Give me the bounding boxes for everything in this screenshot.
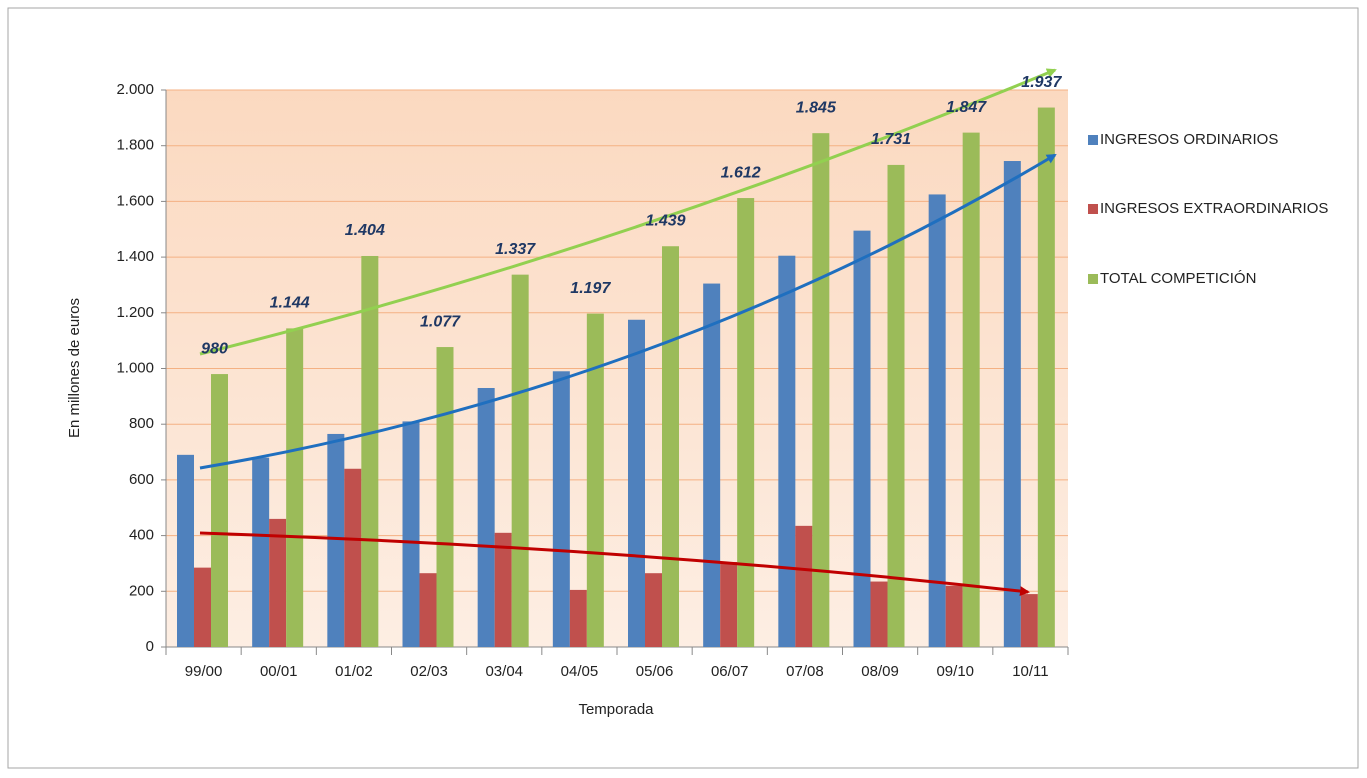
y-tick-label: 1.400 xyxy=(116,248,154,265)
bar xyxy=(511,274,529,647)
data-label: 1.847 xyxy=(946,99,987,116)
bar xyxy=(361,255,379,647)
bar xyxy=(327,433,345,647)
bar xyxy=(177,454,194,647)
bar xyxy=(477,387,495,647)
x-tick-label: 00/01 xyxy=(260,663,298,680)
y-tick-label: 800 xyxy=(129,415,154,432)
bar xyxy=(853,230,871,647)
data-label: 1.144 xyxy=(270,295,310,312)
y-tick-label: 1.200 xyxy=(116,304,154,321)
x-tick-label: 05/06 xyxy=(636,663,674,680)
data-label: 980 xyxy=(201,340,228,357)
y-tick-label: 0 xyxy=(146,638,154,655)
x-tick-label: 99/00 xyxy=(185,663,223,680)
bar xyxy=(419,573,437,647)
legend-swatch xyxy=(1088,274,1098,284)
bar xyxy=(795,525,813,647)
legend-swatch xyxy=(1088,204,1098,214)
bar xyxy=(1003,161,1021,647)
legend-label: TOTAL COMPETICIÓN xyxy=(1100,270,1256,287)
bar xyxy=(945,585,963,647)
bar xyxy=(1037,107,1055,647)
bar xyxy=(211,374,228,647)
trend-arrow xyxy=(199,531,1030,597)
bar xyxy=(269,518,287,647)
legend-swatch xyxy=(1088,135,1098,145)
bar xyxy=(628,319,645,647)
bar xyxy=(720,562,738,647)
y-tick-label: 600 xyxy=(129,471,154,488)
bar xyxy=(812,133,830,648)
legend-label: INGRESOS EXTRAORDINARIOS xyxy=(1100,200,1328,217)
bar xyxy=(662,246,679,647)
bar xyxy=(252,457,270,647)
legend-label: INGRESOS ORDINARIOS xyxy=(1100,131,1278,148)
bar xyxy=(703,283,721,647)
data-label: 1.404 xyxy=(345,222,385,239)
x-tick-label: 06/07 xyxy=(711,663,749,680)
bar xyxy=(887,164,905,647)
data-label: 1.731 xyxy=(871,131,911,148)
bar xyxy=(552,371,570,647)
bar xyxy=(402,421,420,647)
x-tick-label: 03/04 xyxy=(485,663,523,680)
trend-arrow xyxy=(199,153,1057,470)
bar xyxy=(569,589,587,647)
data-label: 1.612 xyxy=(721,164,761,181)
data-label: 1.937 xyxy=(1021,74,1062,91)
bar xyxy=(928,194,946,647)
y-tick-label: 400 xyxy=(129,527,154,544)
bar xyxy=(586,313,604,647)
bar xyxy=(286,328,304,647)
bar xyxy=(194,567,211,647)
y-tick-label: 2.000 xyxy=(116,81,154,98)
x-tick-label: 04/05 xyxy=(561,663,599,680)
y-axis-title: En millones de euros xyxy=(66,298,83,438)
bar xyxy=(1020,594,1038,647)
data-label: 1.845 xyxy=(796,99,837,116)
x-tick-label: 07/08 xyxy=(786,663,824,680)
x-tick-label: 09/10 xyxy=(936,663,974,680)
data-label: 1.337 xyxy=(495,241,536,258)
y-tick-label: 1.800 xyxy=(116,137,154,154)
data-label: 1.077 xyxy=(420,313,461,330)
bar xyxy=(778,255,796,647)
x-tick-label: 10/11 xyxy=(1012,663,1048,680)
y-tick-label: 200 xyxy=(129,582,154,599)
bar xyxy=(436,347,454,647)
x-tick-label: 08/09 xyxy=(861,663,899,680)
data-label: 1.439 xyxy=(645,212,685,229)
data-label: 1.197 xyxy=(570,280,611,297)
bar xyxy=(344,468,362,647)
bar xyxy=(962,132,980,648)
y-tick-label: 1.600 xyxy=(116,192,154,209)
bar xyxy=(494,532,512,647)
x-tick-label: 02/03 xyxy=(410,663,448,680)
x-tick-label: 01/02 xyxy=(335,663,373,680)
x-axis-title: Temporada xyxy=(578,701,654,718)
bar xyxy=(645,573,662,647)
y-tick-label: 1.000 xyxy=(116,359,154,376)
trend-arrow xyxy=(199,68,1057,356)
bar xyxy=(737,198,755,648)
bar xyxy=(870,581,888,647)
